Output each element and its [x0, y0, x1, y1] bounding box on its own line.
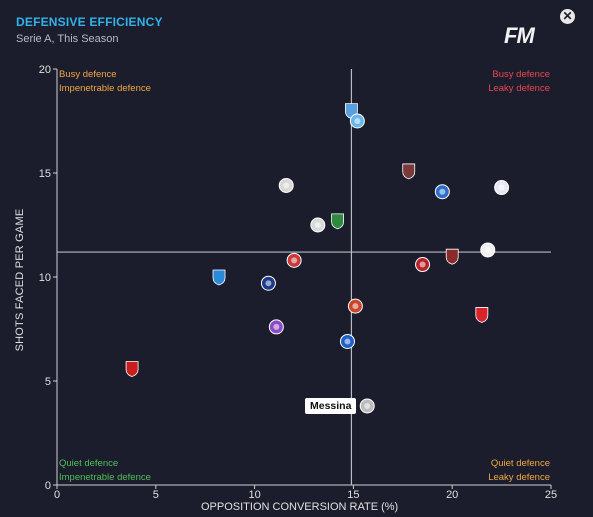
team-crest-point[interactable] — [475, 307, 489, 323]
team-crest-point[interactable] — [434, 184, 450, 200]
team-crest-point[interactable] — [445, 248, 459, 265]
x-tick-label: 10 — [248, 489, 260, 501]
crest-center-icon — [419, 261, 426, 268]
quadrant-label: Leaky defence — [488, 472, 550, 483]
y-tick-label: 15 — [39, 168, 51, 180]
page-subtitle: Serie A, This Season — [16, 33, 119, 45]
quadrant-label: Impenetrable defence — [59, 472, 151, 483]
crest-center-icon — [314, 222, 321, 228]
team-crest-point[interactable] — [415, 257, 431, 273]
crest-shield-icon — [445, 248, 459, 265]
team-crest-point[interactable] — [402, 163, 416, 180]
y-tick-label: 10 — [39, 272, 51, 284]
crest-shield-icon — [402, 163, 416, 180]
crest-center-icon — [265, 280, 272, 287]
crest-shield-icon — [212, 269, 226, 286]
crest-center-icon — [291, 257, 298, 264]
x-axis-label: OPPOSITION CONVERSION RATE (%) — [201, 501, 399, 513]
crest-shield-icon — [125, 361, 139, 377]
quadrant-label: Busy defence — [492, 69, 550, 80]
quadrant-label: Leaky defence — [488, 83, 550, 94]
y-tick-label: 20 — [39, 64, 51, 76]
x-tick-label: 0 — [54, 489, 60, 501]
quadrant-label: Impenetrable defence — [59, 83, 151, 94]
crest-center-icon — [283, 182, 290, 189]
team-crest-point[interactable] — [278, 177, 294, 193]
close-icon[interactable]: ✕ — [560, 9, 575, 24]
team-crest-point[interactable] — [347, 298, 363, 314]
crest-center-icon — [354, 118, 361, 124]
team-crest-point[interactable] — [331, 213, 344, 230]
y-tick-label: 5 — [45, 376, 51, 388]
crest-center-icon — [364, 402, 371, 409]
fm-logo: FM — [504, 23, 535, 48]
team-crest-point[interactable] — [260, 275, 276, 291]
team-crest-point[interactable] — [286, 252, 302, 268]
page-title: DEFENSIVE EFFICIENCY — [16, 15, 163, 29]
crest-center-icon — [484, 246, 491, 253]
crest-shield-icon — [475, 307, 489, 323]
team-crest-point[interactable] — [359, 398, 375, 414]
quadrant-label: Quiet defence — [59, 458, 119, 469]
quadrant-top-left: Busy defence Impenetrable defence — [59, 68, 151, 96]
x-tick-label: 5 — [153, 489, 159, 501]
crest-center-icon — [352, 303, 359, 310]
x-tick-label: 15 — [347, 489, 359, 501]
quadrant-bottom-left: Quiet defence Impenetrable defence — [59, 457, 151, 485]
y-tick-label: 0 — [45, 480, 51, 492]
quadrant-bottom-right: Quiet defence Leaky defence — [488, 457, 550, 485]
quadrant-label: Busy defence — [59, 69, 117, 80]
crest-center-icon — [273, 323, 280, 330]
team-crest-point[interactable] — [212, 269, 226, 286]
team-crest-point[interactable] — [480, 242, 496, 258]
team-crest-point[interactable] — [125, 361, 139, 377]
x-tick-label: 25 — [545, 489, 557, 501]
x-tick-label: 20 — [446, 489, 458, 501]
quadrant-label: Quiet defence — [490, 458, 550, 469]
hover-tooltip: Messina — [305, 398, 357, 414]
crest-center-icon — [439, 188, 446, 195]
team-crest-point[interactable] — [494, 180, 510, 196]
quadrant-top-right: Busy defence Leaky defence — [488, 68, 550, 96]
team-crest-point[interactable] — [349, 113, 365, 129]
team-crest-point[interactable] — [268, 319, 284, 335]
team-crest-point[interactable] — [310, 217, 326, 233]
y-axis-label: SHOTS FACED PER GAME — [14, 208, 26, 352]
crest-center-icon — [498, 184, 505, 191]
crest-shield-icon — [331, 213, 344, 230]
team-crest-point[interactable] — [339, 333, 355, 349]
crest-center-icon — [344, 338, 351, 345]
